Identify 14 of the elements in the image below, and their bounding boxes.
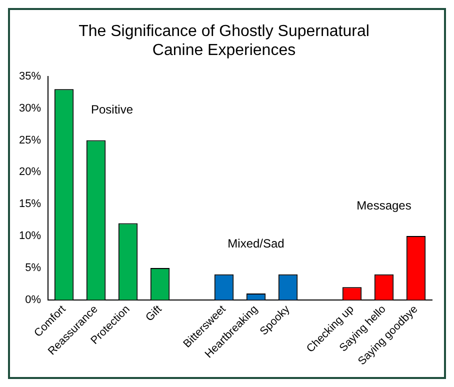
text: The Significance of Ghostly Supernatural — [78, 23, 370, 40]
annotation: Positive — [91, 102, 134, 117]
y-tick-label: 0% — [25, 294, 42, 306]
annotation: Messages — [356, 198, 412, 212]
y-tick-label: 30% — [18, 102, 42, 114]
y-tick-label: 10% — [18, 230, 42, 242]
text: Canine Experiences — [152, 42, 296, 60]
annotation: Mixed/Sad — [228, 236, 284, 251]
x-tick-label: Gift — [144, 303, 164, 324]
y-tick-label: 5% — [25, 262, 42, 274]
y-tick-label: 25% — [18, 134, 42, 146]
y-tick-label: 35% — [18, 70, 42, 82]
y-tick-label: 15% — [18, 198, 42, 210]
y-tick-label: 20% — [18, 166, 42, 178]
